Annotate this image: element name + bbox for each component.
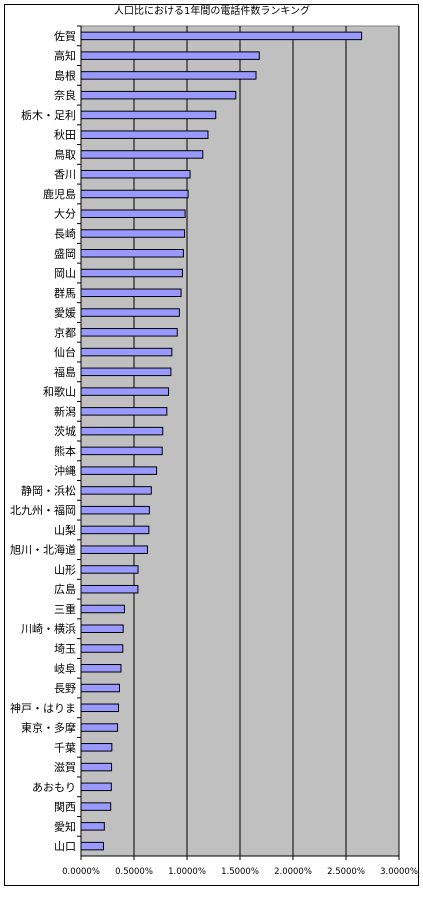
category-label: 香川: [54, 168, 76, 181]
x-tick-labels: 0.0000% 0.5000% 1.0000% 1.5000% 2.0000% 2.500…: [62, 867, 418, 877]
category-label: 新潟: [54, 404, 76, 418]
bar: [80, 841, 104, 851]
bar: [80, 802, 112, 811]
bar: [80, 723, 119, 732]
x-tick-label: 2.0000%: [274, 867, 312, 877]
bar: [80, 743, 113, 752]
category-label: 佐賀: [54, 29, 76, 43]
bar: [80, 584, 139, 594]
category-label: 広島: [54, 582, 76, 596]
bar: [80, 71, 257, 80]
bar: [80, 703, 120, 713]
chart-title: 人口比における1年間の電話件数ランキング: [114, 4, 310, 17]
category-label: 愛知: [54, 819, 76, 833]
category-label: 熊本: [54, 444, 76, 458]
category-label: 仙台: [54, 345, 76, 359]
category-label: 山口: [54, 840, 76, 853]
bar: [80, 249, 184, 258]
bar: [80, 209, 186, 218]
bar: [80, 545, 148, 554]
bar: [80, 762, 113, 772]
axes: [77, 25, 400, 860]
category-label: 奈良: [54, 88, 76, 102]
bar: [80, 664, 122, 673]
category-label: 島根: [54, 68, 76, 82]
bar: [80, 387, 170, 396]
bar: [80, 169, 191, 179]
bar: [80, 604, 125, 614]
category-label: 静岡・浜松: [21, 483, 76, 497]
category-label: 京都: [54, 325, 76, 339]
bar: [80, 683, 120, 693]
category-label: 千葉: [54, 740, 76, 754]
category-label: 山梨: [54, 523, 76, 537]
category-label: 関西: [54, 801, 76, 814]
category-label: 山形: [54, 563, 76, 576]
bar: [80, 407, 168, 416]
category-label: 茨城: [54, 424, 76, 438]
category-label: 東京・多摩: [21, 721, 76, 735]
bar: [80, 525, 150, 535]
category-label: 北九州・福岡: [10, 503, 76, 517]
category-label: 鹿児島: [43, 187, 76, 201]
gridlines: [133, 26, 400, 856]
category-label: 岐阜: [54, 662, 76, 675]
bar: [80, 150, 204, 159]
category-label: 大分: [54, 207, 76, 221]
bar: [80, 110, 217, 120]
x-tick-label: 1.5000%: [221, 867, 259, 877]
category-label: 埼玉: [54, 642, 76, 656]
x-tick-label: 0.0000%: [62, 867, 100, 877]
category-label: 長野: [54, 682, 76, 695]
category-label: 愛媛: [54, 306, 76, 320]
category-label: 鳥取: [54, 147, 76, 161]
x-tick-label: 2.5000%: [327, 867, 365, 877]
category-label: 栃木・足利: [21, 108, 76, 122]
bar: [80, 130, 209, 139]
category-label: あおもり: [32, 781, 76, 794]
bar: [80, 446, 163, 456]
category-labels: 佐賀高知島根奈良栃木・足利秋田鳥取香川鹿児島大分長崎盛岡岡山群馬愛媛京都仙台福島…: [10, 29, 76, 853]
bar: [80, 367, 172, 377]
category-label: 三重: [54, 602, 76, 616]
category-label: 沖縄: [54, 464, 76, 478]
bar: [80, 51, 260, 60]
bar: [80, 426, 164, 436]
bar: [80, 347, 173, 357]
bar: [80, 486, 152, 495]
bars: [80, 31, 363, 851]
category-label: 川崎・横浜: [21, 622, 76, 636]
category-label: 和歌山: [43, 385, 76, 399]
bar: [80, 644, 124, 653]
x-tick-label: 1.0000%: [168, 867, 206, 877]
bar: [80, 822, 105, 831]
bar: [80, 565, 139, 574]
bar: [80, 31, 363, 41]
bar: [80, 308, 180, 317]
category-label: 神戸・はりま: [10, 701, 76, 715]
bar: [80, 466, 158, 475]
bar: [80, 328, 178, 337]
x-tick-label: 0.5000%: [115, 867, 153, 877]
category-label: 福島: [54, 365, 76, 379]
bar: [80, 90, 237, 100]
category-label: 高知: [54, 49, 76, 63]
bar: [80, 268, 183, 278]
bar: [80, 505, 150, 515]
bar: [80, 189, 189, 199]
bar: [80, 782, 112, 792]
x-tick-label: 3.0000%: [380, 867, 418, 877]
bar: [80, 288, 182, 298]
category-label: 群馬: [54, 286, 76, 300]
category-label: 長崎: [54, 227, 76, 241]
category-label: 盛岡: [54, 246, 76, 260]
category-label: 滋賀: [54, 761, 76, 774]
category-label: 旭川・北海道: [10, 543, 76, 557]
bar: [80, 624, 124, 633]
bar: [80, 229, 186, 238]
category-label: 岡山: [54, 267, 76, 280]
category-label: 秋田: [54, 128, 76, 142]
